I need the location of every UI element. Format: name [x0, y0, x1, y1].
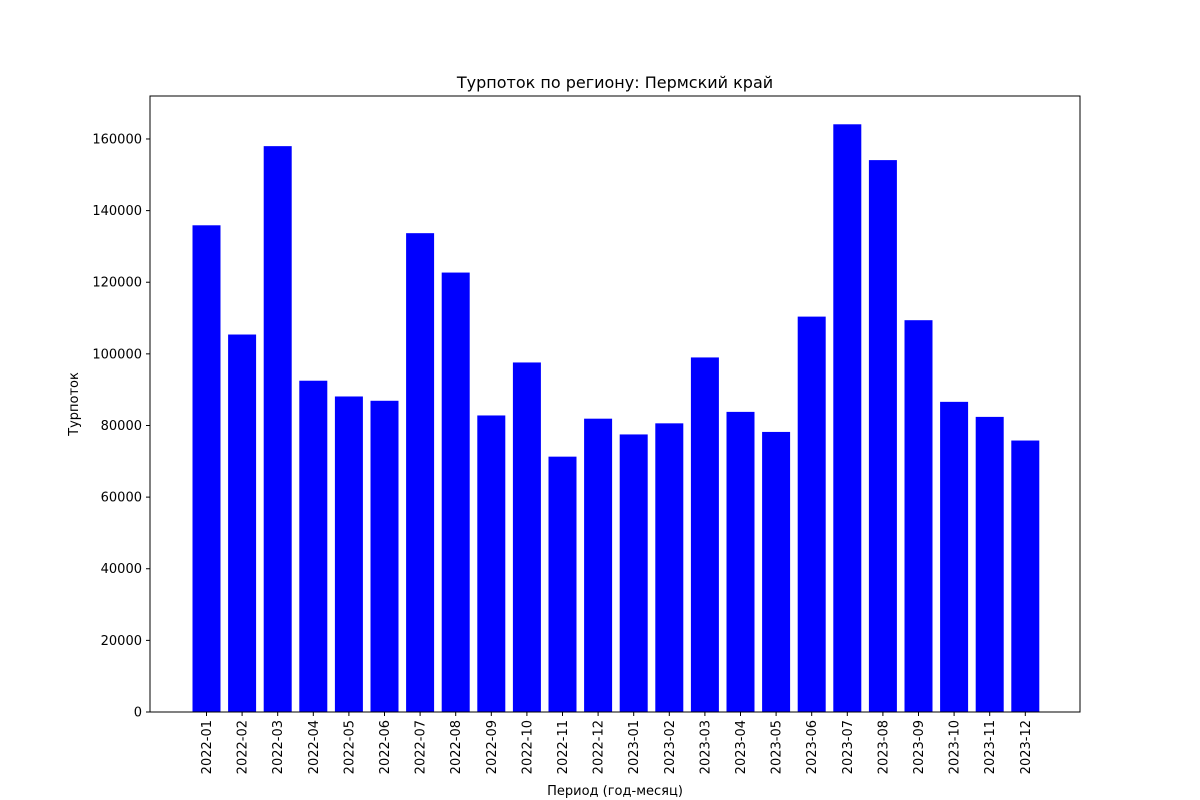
x-tick-label: 2022-11	[556, 720, 571, 774]
x-tick-label: 2023-12	[1019, 720, 1034, 774]
bar-2022-06	[370, 400, 399, 712]
bar-2023-08	[868, 160, 897, 713]
x-tick-label: 2023-11	[983, 720, 998, 774]
x-tick-label: 2023-09	[912, 720, 927, 774]
x-tick-label: 2023-03	[698, 720, 713, 774]
y-axis: 0 20000 40000 60000 80000 100000 120000 140000 1…	[92, 132, 150, 721]
x-tick-label: 2023-05	[770, 720, 785, 774]
bar-2023-07	[833, 124, 862, 713]
x-tick-label: 2022-01	[200, 720, 215, 774]
bar-2022-02	[228, 334, 257, 712]
x-tick-label: 2022-02	[236, 720, 251, 774]
x-tick-label: 2022-05	[342, 720, 357, 774]
y-tick-label: 20000	[101, 634, 142, 649]
x-axis-title: Период (год-месяц)	[547, 784, 683, 799]
x-tick-label: 2023-02	[663, 720, 678, 774]
bar-2022-11	[548, 456, 577, 712]
bar-2023-05	[762, 431, 791, 712]
x-tick-label: 2022-03	[271, 720, 286, 774]
y-tick-label: 160000	[92, 132, 142, 147]
x-tick-label: 2022-06	[378, 720, 393, 774]
bar-2023-03	[690, 357, 719, 712]
x-tick-label: 2023-10	[948, 720, 963, 774]
bar-2022-07	[406, 233, 435, 713]
bar-2023-01	[619, 434, 648, 712]
bar-2023-06	[797, 316, 826, 712]
x-tick-label: 2022-04	[307, 720, 322, 774]
bar-2022-01	[192, 225, 221, 713]
y-tick-label: 40000	[101, 562, 142, 577]
bar-2023-11	[975, 416, 1004, 712]
x-tick-label: 2023-08	[876, 720, 891, 774]
bar-2023-12	[1011, 440, 1040, 712]
y-tick-label: 120000	[92, 276, 142, 291]
y-tick-label: 140000	[92, 204, 142, 219]
bar-2022-04	[299, 380, 328, 712]
x-tick-label: 2022-09	[485, 720, 500, 774]
y-tick-label: 0	[134, 706, 142, 721]
plot-area-frame	[149, 95, 1081, 713]
x-tick-label: 2023-04	[734, 720, 749, 774]
bar-2022-09	[477, 415, 506, 712]
bar-2022-03	[263, 146, 292, 712]
bars-group	[192, 124, 1040, 713]
y-axis-title: Турпоток	[67, 372, 82, 437]
bar-2022-05	[334, 396, 363, 712]
bar-2023-09	[904, 320, 933, 712]
x-tick-label: 2022-08	[449, 720, 464, 774]
x-axis: 2022-01 2022-02 2022-03 2022-04 2022-05 2022-…	[200, 712, 1034, 774]
bar-2023-02	[655, 423, 684, 712]
bar-2023-10	[940, 401, 969, 712]
bar-2022-08	[441, 272, 470, 712]
x-tick-label: 2023-06	[805, 720, 820, 774]
x-tick-label: 2022-07	[414, 720, 429, 774]
y-tick-label: 100000	[92, 347, 142, 362]
x-tick-label: 2023-01	[627, 720, 642, 774]
x-tick-label: 2023-07	[841, 720, 856, 774]
x-tick-label: 2022-12	[592, 720, 607, 774]
y-tick-label: 60000	[101, 491, 142, 506]
y-tick-label: 80000	[101, 419, 142, 434]
bar-2022-12	[584, 418, 613, 712]
bar-2023-04	[726, 411, 755, 712]
chart-title: Турпоток по региону: Пермский край	[456, 73, 773, 92]
x-tick-label: 2022-10	[520, 720, 535, 774]
bar-2022-10	[512, 362, 541, 712]
